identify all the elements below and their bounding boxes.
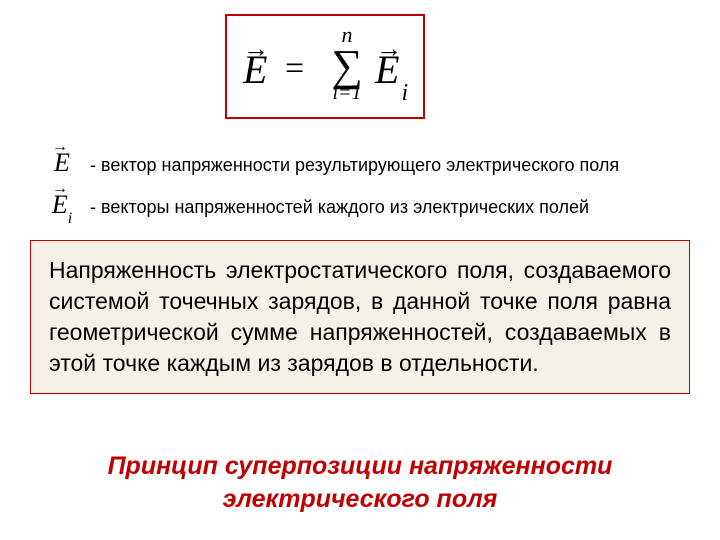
definition-text: - векторы напряженностей каждого из элек… <box>90 197 589 218</box>
vector-arrow-icon: → <box>52 180 68 198</box>
equals-sign: = <box>285 50 304 88</box>
definition-row: → Ei - векторы напряженностей каждого из… <box>40 190 680 224</box>
sum-lower-limit: i=1 <box>322 82 372 105</box>
vector-arrow-icon: → <box>52 138 68 156</box>
formula-content: → E = n ∑ i=1 → Ei <box>227 16 423 117</box>
vector-arrow-icon: → <box>243 34 269 64</box>
definition-text: - вектор напряженности результирующего э… <box>90 155 619 176</box>
superposition-formula-box: → E = n ∑ i=1 → Ei <box>225 14 425 119</box>
def-symbol-sub: i <box>68 210 72 227</box>
formula-rhs-subscript: i <box>401 80 408 106</box>
sigma-icon: ∑ <box>322 46 372 86</box>
principle-text: Напряженность электростатического поля, … <box>49 257 671 376</box>
definition-symbol: → E <box>40 148 84 182</box>
definition-row: → E - вектор напряженности результирующе… <box>40 148 680 182</box>
summation-block: n ∑ i=1 <box>322 22 372 105</box>
formula-rhs: → Ei <box>375 46 406 99</box>
title-line-2: электрического поля <box>223 485 498 513</box>
page-title: Принцип суперпозиции напряженности элект… <box>0 450 720 515</box>
principle-statement-box: Напряженность электростатического поля, … <box>30 240 690 394</box>
definition-symbol: → Ei <box>40 190 84 224</box>
title-line-1: Принцип суперпозиции напряженности <box>108 452 613 480</box>
formula-lhs: → E <box>243 46 267 93</box>
vector-arrow-icon: → <box>376 34 402 64</box>
definitions-block: → E - вектор напряженности результирующе… <box>40 148 680 232</box>
